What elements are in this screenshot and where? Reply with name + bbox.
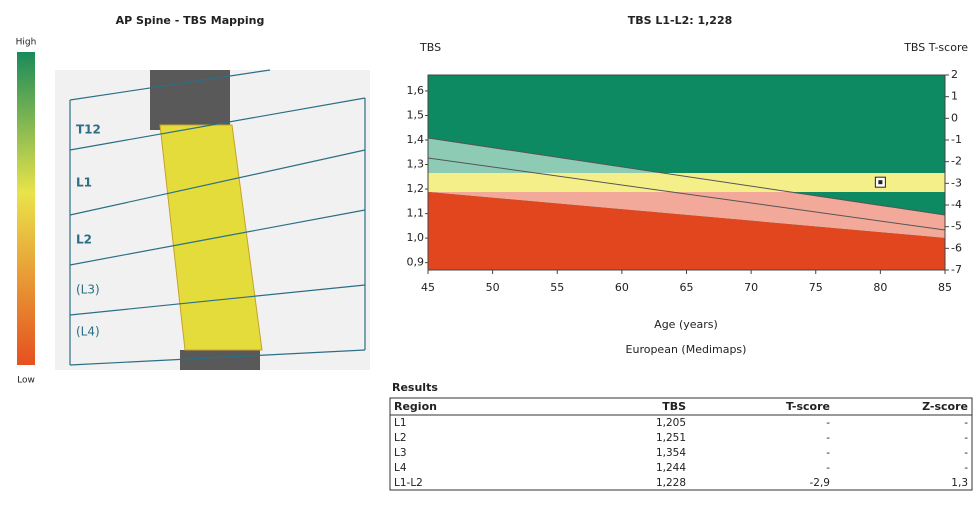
vertebra-label: T12: [76, 123, 101, 137]
zone-partial: [428, 173, 945, 192]
y-tick-label: 1,5: [407, 108, 425, 121]
panel-title: AP Spine - TBS Mapping: [116, 14, 265, 27]
y2-tick-label: -1: [951, 133, 962, 146]
table-cell: L4: [394, 462, 407, 474]
y-tick-label: 1,4: [407, 133, 425, 146]
chart-title: TBS L1-L2: 1,228: [628, 14, 733, 27]
vertebra-label: (L4): [76, 325, 100, 339]
y-tick-label: 0,9: [407, 256, 425, 269]
y2-tick-label: -7: [951, 263, 962, 276]
y2-tick-label: 2: [951, 68, 958, 81]
scale-high: High: [16, 38, 37, 48]
x-tick-label: 80: [873, 281, 887, 294]
report: AP Spine - TBS Mapping High Low T12 L1 L2 (…: [0, 0, 976, 515]
y2-axis-label: TBS T-score: [903, 41, 968, 54]
vertebra-label: (L3): [76, 283, 100, 297]
x-tick-label: 75: [809, 281, 823, 294]
page: AP Spine - TBS Mapping High Low T12 L1 L2 (…: [0, 0, 976, 515]
table-cell: 1,244: [656, 462, 686, 474]
column-header: T-score: [786, 400, 830, 413]
table-cell: 1,354: [656, 447, 686, 459]
y2-tick-label: 1: [951, 90, 958, 103]
table-cell: 1,205: [656, 417, 686, 429]
table-cell: L1-L2: [394, 477, 423, 489]
table-cell: -: [964, 432, 968, 444]
column-header: Region: [394, 400, 437, 413]
x-tick-label: 85: [938, 281, 952, 294]
table-cell: -: [964, 417, 968, 429]
table-cell: 1,251: [656, 432, 686, 444]
patient-point-dot: [878, 180, 882, 184]
table-cell: -: [826, 432, 830, 444]
y-tick-label: 1,3: [407, 158, 425, 171]
results-table: Region TBS T-score Z-score L1 1,205 - - L2 1,251 -…: [390, 398, 972, 490]
x-tick-label: 65: [680, 281, 694, 294]
y2-tick-label: 0: [951, 111, 958, 124]
table-cell: -: [964, 447, 968, 459]
color-scale: [17, 52, 35, 365]
table-cell: -: [964, 462, 968, 474]
table-cell: L1: [394, 417, 407, 429]
table-cell: -: [826, 462, 830, 474]
table-cell: -2,9: [810, 477, 831, 489]
table-cell: -: [826, 417, 830, 429]
x-tick-label: 50: [486, 281, 500, 294]
y-tick-label: 1,2: [407, 182, 425, 195]
vertebra-label: L2: [76, 233, 92, 247]
y2-tick-label: -2: [951, 155, 962, 168]
column-header: Z-score: [922, 400, 968, 413]
y2-tick-label: -5: [951, 220, 962, 233]
y-tick-label: 1,0: [407, 231, 425, 244]
scale-low: Low: [17, 376, 35, 386]
y-tick-label: 1,1: [407, 207, 425, 220]
chart-subtitle: European (Medimaps): [626, 343, 747, 356]
table-cell: L3: [394, 447, 407, 459]
table-cell: 1,228: [656, 477, 686, 489]
y2-tick-label: -3: [951, 176, 962, 189]
x-tick-label: 70: [744, 281, 758, 294]
y-tick-label: 1,6: [407, 84, 425, 97]
spine-shadow: [180, 350, 260, 370]
table-title: Results: [392, 381, 438, 394]
x-axis-label: Age (years): [654, 318, 718, 331]
table-cell: -: [826, 447, 830, 459]
table-cell: L2: [394, 432, 407, 444]
y-axis-label: TBS: [419, 41, 441, 54]
vertebra-label: L1: [76, 176, 92, 190]
x-tick-label: 60: [615, 281, 629, 294]
y2-tick-label: -4: [951, 198, 962, 211]
table-cell: 1,3: [951, 477, 968, 489]
x-tick-label: 55: [550, 281, 564, 294]
y2-tick-label: -6: [951, 241, 962, 254]
x-tick-label: 45: [421, 281, 435, 294]
spine-shadow: [150, 70, 230, 130]
column-header: TBS: [662, 400, 686, 413]
